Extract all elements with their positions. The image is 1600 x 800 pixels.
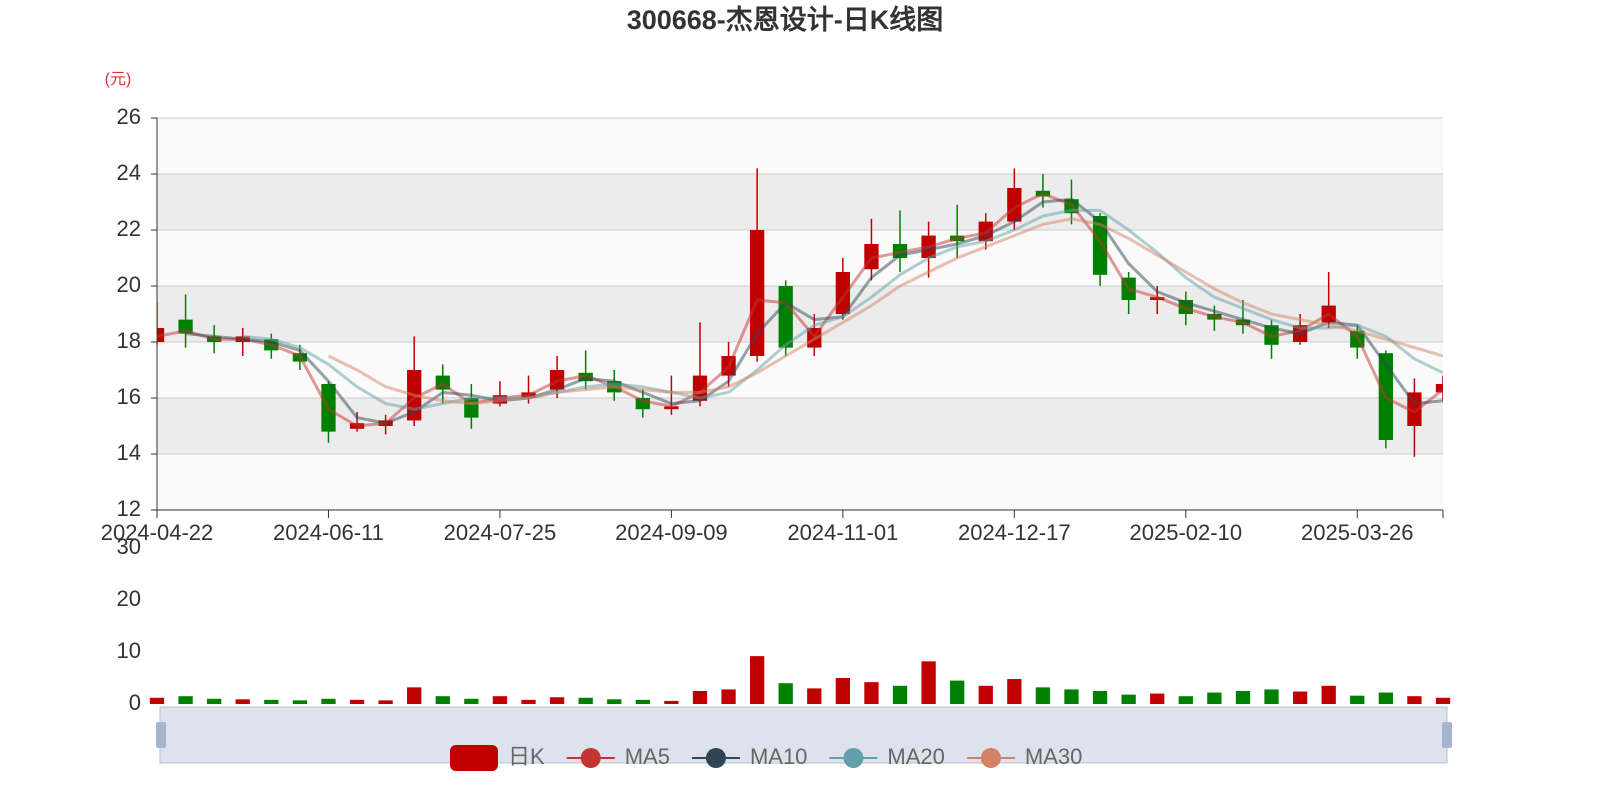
ma-line <box>327 217 1443 406</box>
volume-bar <box>635 699 650 704</box>
volume-bar <box>1150 693 1165 704</box>
volume-bar <box>864 682 879 704</box>
plot <box>157 168 1443 457</box>
x-tick-label: 2024-09-09 <box>615 520 728 545</box>
volume-bar <box>1350 695 1365 704</box>
volume-bar <box>892 685 908 704</box>
volume-bar <box>578 697 593 704</box>
volume-bar <box>1064 689 1079 704</box>
legend-icon <box>843 748 864 768</box>
legend-label: MA10 <box>750 744 807 769</box>
split-area <box>157 118 1443 174</box>
y-tick-label: 20 <box>117 272 141 297</box>
ma-line <box>157 191 1443 428</box>
volume-bar <box>835 678 851 704</box>
ma-line <box>185 197 1443 425</box>
y-tick-label: 26 <box>117 104 141 129</box>
x-tick-label: 2025-02-10 <box>1130 520 1243 545</box>
x-tick-label: 2024-04-22 <box>101 520 214 545</box>
chart-title: 300668-杰恩设计-日K线图 <box>627 5 944 35</box>
volume-bar <box>1207 692 1222 704</box>
legend-icon <box>450 745 498 771</box>
volume-bar <box>749 656 765 704</box>
volume-bar <box>778 683 793 704</box>
legend-icon <box>980 748 1001 768</box>
x-tick-label: 2025-03-26 <box>1301 520 1414 545</box>
volume-bar <box>692 691 708 704</box>
volume-bar <box>921 661 936 704</box>
volume-bar <box>607 699 622 704</box>
volume-bar <box>950 680 965 704</box>
volume-bar <box>521 699 536 704</box>
volume-bar <box>1007 679 1022 704</box>
zoom-handle[interactable] <box>1442 722 1452 748</box>
volume-bar <box>664 700 679 704</box>
volume-bar <box>321 698 336 704</box>
legend-icon <box>580 748 601 768</box>
volume-bar <box>1121 694 1136 704</box>
volume-bar <box>292 700 308 704</box>
volume-bar <box>1235 691 1251 704</box>
volume-bar <box>1321 685 1336 704</box>
volume-bar <box>549 697 565 704</box>
candle-body <box>1092 216 1108 275</box>
candle-body <box>778 286 793 348</box>
candle-body <box>1007 188 1022 222</box>
x-tick-label: 2024-07-25 <box>444 520 557 545</box>
y-tick-label: 30 <box>117 534 141 559</box>
legend-label: MA30 <box>1025 744 1082 769</box>
x-tick-label: 2024-06-11 <box>273 520 384 545</box>
y-tick-label: 16 <box>117 384 141 409</box>
volume-bar <box>492 696 508 704</box>
y-tick-label: 20 <box>117 586 141 611</box>
y-tick-label: 18 <box>117 328 141 353</box>
y-tick-label: 22 <box>117 216 141 241</box>
volume-bar <box>1378 692 1393 704</box>
volume-bar <box>1264 689 1279 704</box>
volume-bar <box>378 700 393 704</box>
volume-bar <box>978 685 993 704</box>
legend-label: MA20 <box>887 744 944 769</box>
volume-bar <box>435 696 450 704</box>
candle-body <box>749 230 765 356</box>
y-tick-label: 14 <box>117 440 141 465</box>
ma-line <box>242 208 1443 411</box>
legend-label: 日K <box>508 744 545 769</box>
legend-label: MA5 <box>625 744 670 769</box>
y-tick-label: 0 <box>129 690 141 715</box>
volume-bar <box>207 698 222 704</box>
volume-bar <box>149 697 165 704</box>
volume-bar <box>1178 696 1193 704</box>
volume-bar <box>721 689 736 704</box>
volume-bar <box>235 699 250 704</box>
x-tick-label: 2024-12-17 <box>958 520 1071 545</box>
zoom-handle[interactable] <box>156 722 166 748</box>
volume-bar <box>264 699 279 704</box>
y-unit: (元) <box>105 71 132 88</box>
volume-bar <box>1407 696 1422 704</box>
y-tick-label: 24 <box>117 160 141 185</box>
split-area <box>157 174 1443 230</box>
legend-icon <box>705 748 726 768</box>
volume-bar <box>1092 691 1108 704</box>
candle-body <box>635 398 650 410</box>
volume-bar <box>807 688 822 704</box>
x-tick-label: 2024-11-01 <box>787 520 898 545</box>
zoom-track <box>159 706 1448 764</box>
split-area <box>157 454 1443 510</box>
volume-bar <box>464 698 479 704</box>
volume-bar <box>407 687 422 704</box>
volume-bar <box>1035 687 1051 704</box>
candle-body <box>1435 384 1443 393</box>
y-tick-label: 10 <box>117 638 141 663</box>
split-area <box>157 342 1443 398</box>
data-zoom[interactable] <box>156 706 1452 764</box>
volume-bar <box>178 696 193 704</box>
volume-bar <box>1435 697 1451 704</box>
volume-bar <box>1292 691 1308 704</box>
split-area <box>157 230 1443 286</box>
y-tick-label: 12 <box>117 496 141 521</box>
volume-bar <box>349 699 365 704</box>
